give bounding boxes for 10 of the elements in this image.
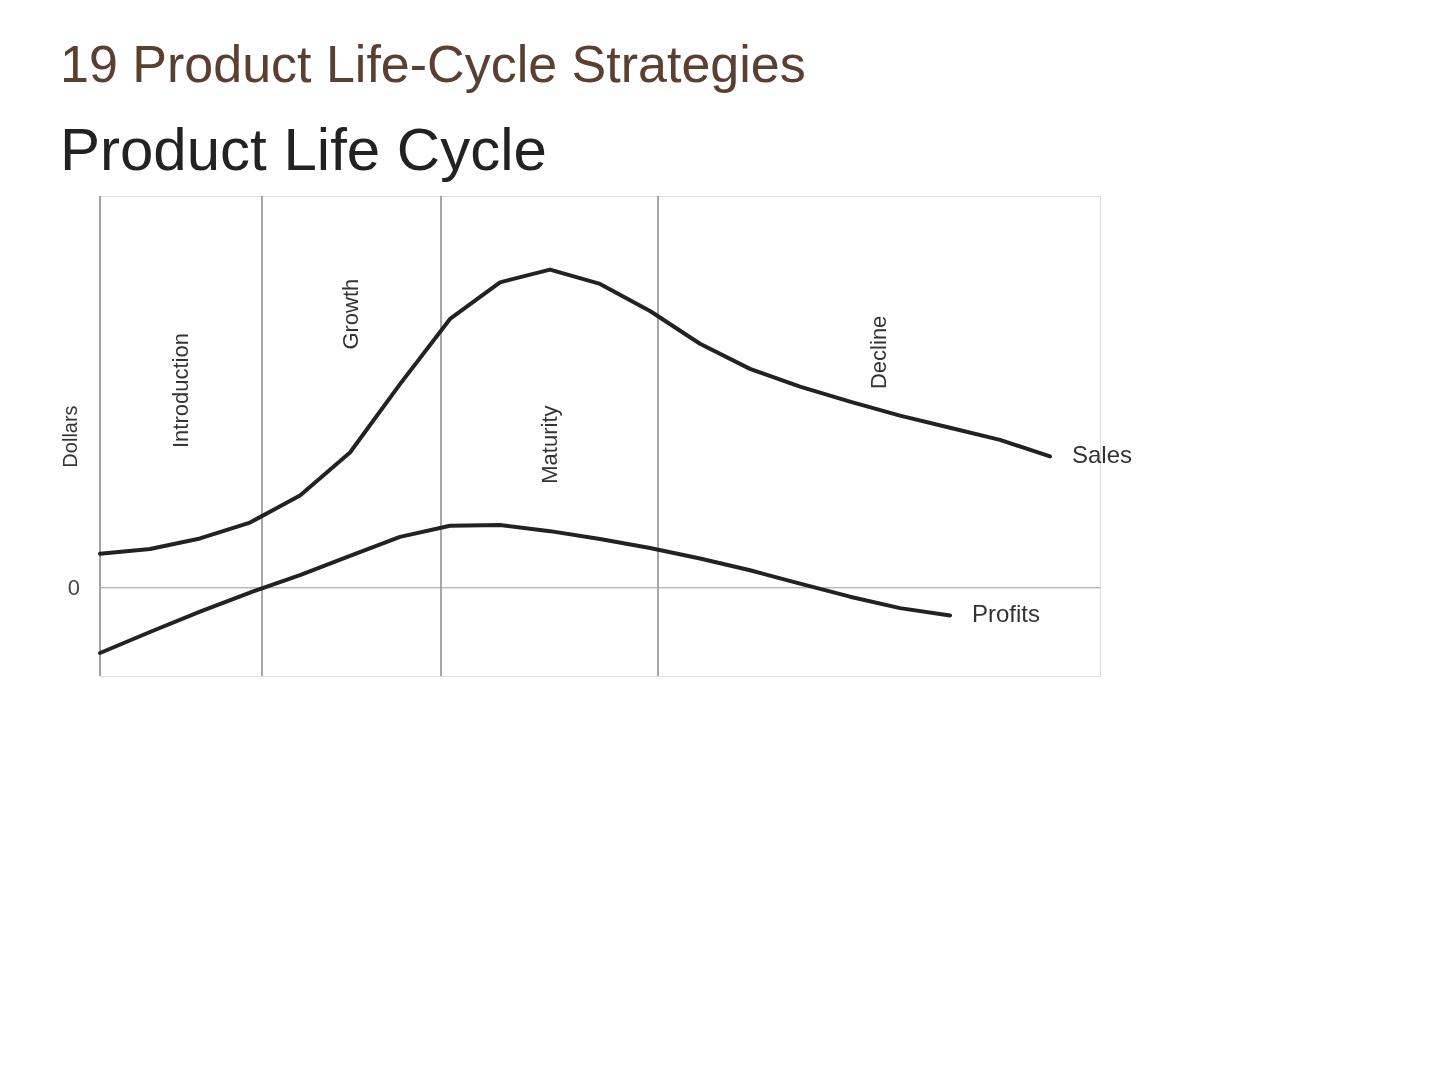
ref-line-label: 0: [67, 574, 80, 600]
y-axis-title: Dollars: [58, 405, 81, 468]
annotation: Growth: [338, 278, 363, 350]
annotation: Maturity: [537, 405, 562, 484]
series-label: Sales: [1072, 441, 1133, 469]
text: 19 Product Life-Cycle Strategies: [60, 35, 806, 94]
annotation: Decline: [866, 315, 891, 390]
annotation: Introduction: [168, 333, 193, 448]
series-label: Profits: [972, 600, 1041, 628]
chart-subtitle: Product Life Cycle: [60, 116, 547, 184]
